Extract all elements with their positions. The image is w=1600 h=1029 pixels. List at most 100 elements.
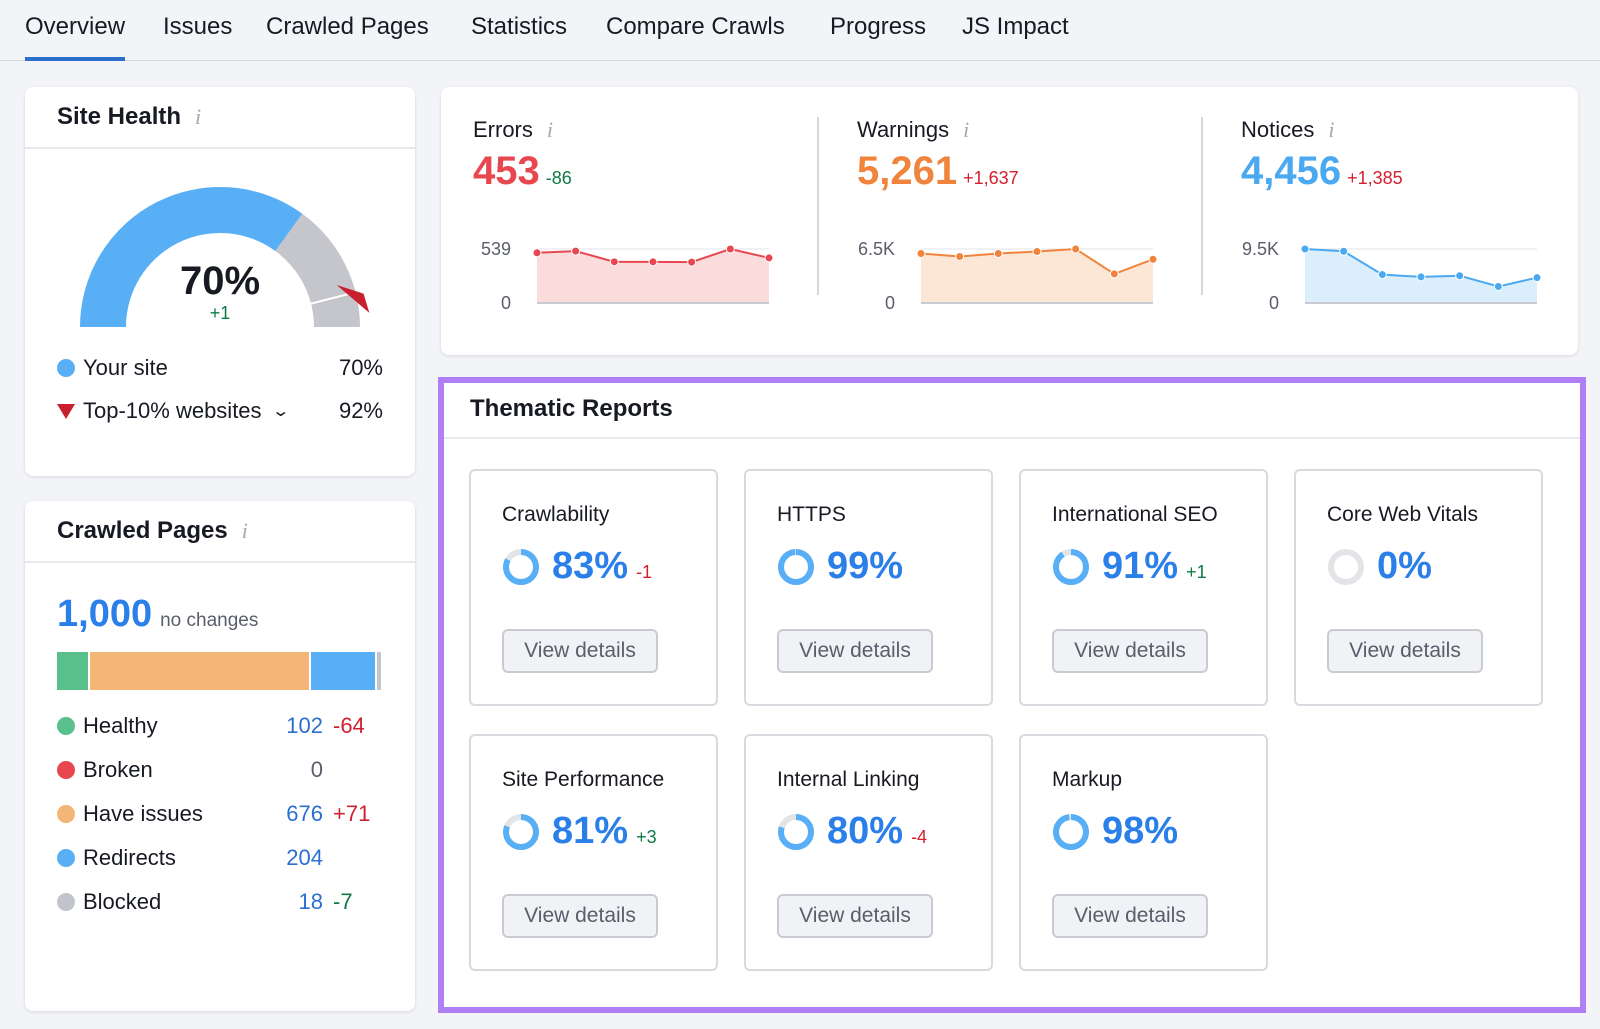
chevron-down-icon[interactable]: ⌄ [270,403,290,420]
metric-label-text: Notices [1241,117,1315,142]
report-card-https: HTTPS 99% View details [744,469,993,706]
sparkline-point[interactable] [571,246,581,256]
crawled-row-have-issues[interactable]: Have issues 676 +71 [57,801,383,827]
sparkline-point[interactable] [1416,272,1426,282]
crawled-row-redirects[interactable]: Redirects 204 [57,845,383,871]
sparkline-point[interactable] [955,251,965,261]
view-details-button[interactable]: View details [777,894,933,938]
legend-top-10[interactable]: Top-10% websites ⌄ 92% [57,398,383,424]
info-icon[interactable]: i [241,518,248,543]
sparkline-point[interactable] [1455,271,1465,281]
site-health-gauge [80,186,370,327]
sparkline-point[interactable] [764,253,774,263]
legend-value: 70% [338,355,383,380]
crawled-row-broken[interactable]: Broken 0 [57,757,383,783]
score-donut-icon [1328,548,1364,585]
report-percent[interactable]: 81% [552,810,629,852]
sparkline-point[interactable] [687,257,697,267]
bar-segment-have-issues[interactable] [90,652,311,690]
sparkline-point[interactable] [1532,273,1542,283]
crawled-pages-title: Crawled Pages [57,517,228,544]
report-percent[interactable]: 83% [552,545,629,587]
report-percent[interactable]: 0% [1377,545,1432,587]
axis-max-label: 539 [481,239,511,259]
score-donut-icon [503,548,539,585]
sparkline-point[interactable] [1300,244,1310,254]
row-value[interactable]: 18 [298,889,323,914]
metric-label: Errors i [473,117,803,143]
sparkline-point[interactable] [1032,246,1042,256]
legend-value: 92% [338,398,383,423]
sparkline-point[interactable] [1493,282,1503,292]
view-details-button[interactable]: View details [1052,629,1208,673]
tab-issues[interactable]: Issues [163,13,233,40]
bar-segment-blocked[interactable] [377,652,383,690]
metric-sparkline: 539 0 [481,239,774,313]
report-delta: +3 [636,827,657,847]
tab-bar: Overview Issues Crawled Pages Statistics… [0,0,1600,61]
tab-compare-crawls[interactable]: Compare Crawls [606,13,785,40]
sparkline-point[interactable] [993,248,1003,258]
report-card-crawlability: Crawlability 83% -1 View details [469,469,718,706]
axis-min-label: 0 [1269,293,1279,313]
crawled-total-value[interactable]: 1,000 [57,593,153,635]
view-details-button[interactable]: View details [502,894,658,938]
sparkline-point[interactable] [1071,244,1081,254]
row-label: Redirects [83,845,176,870]
crawled-row-healthy[interactable]: Healthy 102 -64 [57,713,383,739]
row-label: Healthy [83,713,158,738]
view-details-button[interactable]: View details [1327,629,1483,673]
tab-overview[interactable]: Overview [25,13,126,61]
view-details-button[interactable]: View details [777,629,933,673]
row-value[interactable]: 0 [310,757,323,782]
metric-value[interactable]: 453 [473,149,540,193]
score-donut-icon [778,548,814,585]
metric-value[interactable]: 5,261 [857,149,958,193]
sparkline-point[interactable] [532,248,542,258]
sparkline-point[interactable] [648,257,658,267]
axis-min-label: 0 [885,293,895,313]
issues-summary-card: Errors i 453 -86 539 0 Warnings i 5,261 +1,637 6.5… [441,87,1578,355]
sparkline-point[interactable] [725,244,735,254]
triangle-down-icon [57,403,75,419]
report-percent[interactable]: 99% [827,545,904,587]
metric-delta: -86 [545,168,572,188]
info-icon[interactable]: i [963,117,970,142]
report-name: Core Web Vitals [1327,503,1478,526]
row-delta: -7 [333,889,353,914]
metric-errors[interactable]: Errors i 453 -86 539 0 [473,117,803,313]
sparkline-point[interactable] [916,248,926,258]
row-label: Broken [83,757,153,782]
row-value[interactable]: 102 [286,713,323,738]
row-value[interactable]: 204 [286,845,323,870]
report-delta: -1 [636,562,653,582]
your-site-dot-icon [57,359,75,377]
sparkline-point[interactable] [1377,270,1387,280]
crawled-row-blocked[interactable]: Blocked 18 -7 [57,889,383,915]
score-donut-icon [1053,548,1089,585]
tab-crawled-pages[interactable]: Crawled Pages [266,13,429,40]
info-icon[interactable]: i [1328,117,1335,142]
view-details-button[interactable]: View details [502,629,658,673]
row-value[interactable]: 676 [286,801,323,826]
tab-js-impact[interactable]: JS Impact [962,13,1069,40]
report-name: Crawlability [502,503,610,526]
report-percent[interactable]: 80% [827,810,904,852]
tab-statistics[interactable]: Statistics [471,13,568,40]
report-percent[interactable]: 98% [1102,810,1179,852]
info-icon[interactable]: i [546,117,554,142]
report-percent[interactable]: 91% [1102,545,1179,587]
info-icon[interactable]: i [195,104,202,129]
metric-notices[interactable]: Notices i 4,456 +1,385 9.5K 0 [1241,117,1571,313]
metric-value[interactable]: 4,456 [1241,149,1342,193]
sparkline-point[interactable] [1148,254,1158,264]
report-score: 83% -1 [502,545,652,588]
sparkline-point[interactable] [1339,246,1349,256]
metric-warnings[interactable]: Warnings i 5,261 +1,637 6.5K 0 [857,117,1187,313]
bar-segment-redirects[interactable] [310,652,378,690]
sparkline-point[interactable] [1109,269,1119,279]
tab-progress[interactable]: Progress [830,13,927,40]
sparkline-point[interactable] [609,257,619,267]
view-details-button[interactable]: View details [1052,894,1208,938]
bar-segment-healthy[interactable] [57,652,91,690]
